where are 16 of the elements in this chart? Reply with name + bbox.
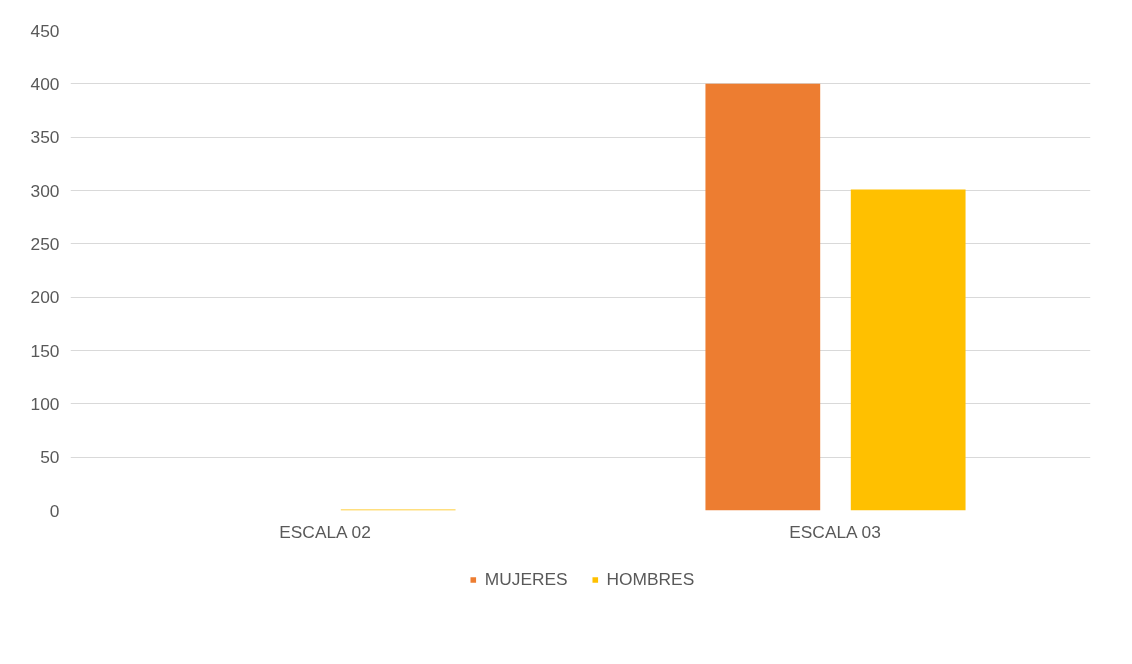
y-tick-label: 0 (49, 500, 60, 521)
legend-label: HOMBRES (606, 568, 695, 590)
y-tick-label: 50 (40, 447, 60, 468)
y-tick-label: 200 (30, 287, 60, 308)
y-tick-label: 150 (30, 340, 60, 361)
y-tick-label: 450 (30, 20, 60, 41)
y-tick-label: 250 (30, 233, 60, 254)
bar (705, 83, 821, 511)
y-tick-label: 350 (30, 127, 60, 148)
x-tick-label: ESCALA 02 (279, 521, 371, 542)
y-tick-label: 400 (30, 73, 60, 94)
legend-label: MUJERES (484, 568, 568, 590)
y-tick-label: 300 (30, 180, 60, 201)
bar (850, 189, 966, 511)
x-tick-label: ESCALA 03 (789, 521, 881, 542)
y-tick-label: 100 (30, 393, 60, 414)
